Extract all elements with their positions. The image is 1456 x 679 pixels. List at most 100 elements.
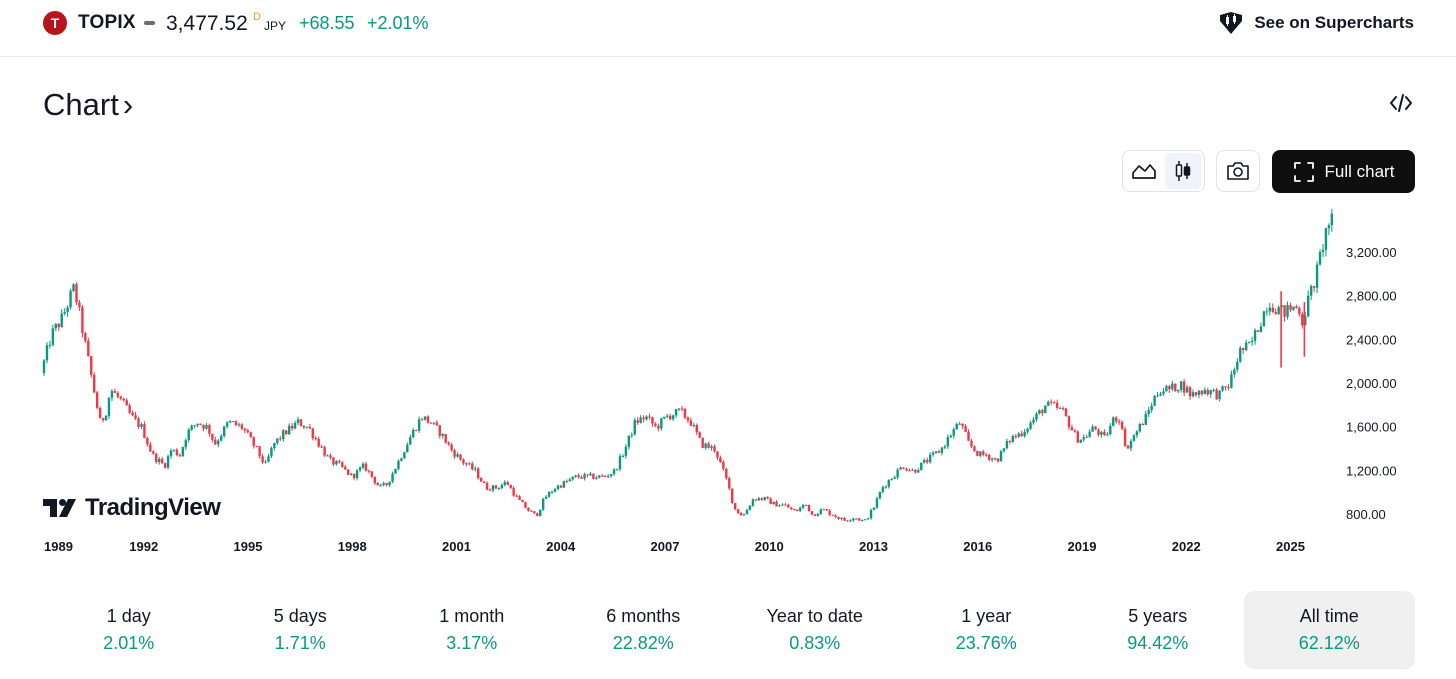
candle-body	[648, 416, 651, 418]
candle-body	[920, 462, 923, 471]
candle-body	[970, 440, 973, 447]
chart-type-toggle	[1122, 150, 1205, 192]
candles-chart-button[interactable]	[1164, 153, 1202, 189]
candle-body	[406, 444, 409, 453]
symbol-name[interactable]: TOPIX	[78, 12, 136, 33]
candle-body	[500, 484, 504, 489]
candle-body	[66, 307, 69, 312]
period-5-days[interactable]: 5 days 1.71%	[215, 591, 387, 669]
candle-body	[798, 507, 802, 511]
candle-body	[494, 485, 498, 489]
see-on-supercharts-link[interactable]: See on Supercharts	[1218, 11, 1414, 35]
candle-body	[69, 291, 72, 308]
candle-body	[462, 459, 465, 464]
candle-body	[1112, 417, 1115, 426]
candle-body	[544, 496, 548, 499]
candle-body	[515, 495, 518, 497]
candle-body	[302, 426, 306, 428]
candle-body	[314, 438, 317, 440]
period-all-time[interactable]: All time 62.12%	[1243, 591, 1415, 669]
candle-body	[60, 313, 63, 328]
candle-body	[453, 450, 456, 457]
period-1-year[interactable]: 1 year 23.76%	[901, 591, 1073, 669]
price-chart[interactable]: 800.00 1,200.00 1,600.00 2,000.00 2,400.00 2,…	[0, 200, 1456, 570]
area-chart-button[interactable]	[1125, 153, 1163, 189]
candle-body	[1144, 413, 1147, 425]
candle-body	[911, 469, 914, 471]
candle-body	[1312, 286, 1316, 288]
candle-body	[807, 504, 811, 512]
candle-body	[860, 519, 864, 521]
candle-body	[178, 455, 182, 457]
candle-body	[1327, 225, 1331, 229]
candle-body	[586, 474, 589, 476]
candle-body	[654, 423, 657, 426]
candle-body	[1032, 419, 1035, 423]
candle-body	[1253, 330, 1257, 342]
candle-body	[536, 513, 539, 516]
candle-body	[766, 497, 769, 499]
candle-body	[1298, 308, 1301, 315]
screenshot-button[interactable]	[1216, 150, 1260, 192]
period-value: 22.82%	[612, 633, 674, 653]
candle-body	[98, 407, 102, 419]
candle-body	[420, 419, 424, 421]
candle-body	[1126, 445, 1130, 449]
candle-body	[521, 499, 524, 503]
candle-body	[1017, 433, 1020, 437]
period-label: 5 days	[273, 606, 327, 626]
candle-body	[1123, 428, 1127, 446]
candle-body	[397, 460, 400, 469]
candle-body	[769, 498, 772, 505]
candle-body	[1174, 383, 1177, 392]
y-tick-label: 1,200.00	[1346, 463, 1397, 478]
period-label: 5 years	[1128, 606, 1188, 626]
candle-body	[332, 457, 335, 465]
period-1-day[interactable]: 1 day 2.01%	[43, 591, 215, 669]
candle-body	[541, 498, 545, 510]
candle-body	[296, 419, 300, 423]
period-year-to-date[interactable]: Year to date 0.83%	[729, 591, 901, 669]
embed-code-icon[interactable]	[1388, 90, 1414, 116]
candle-body	[615, 469, 619, 471]
tradingview-logo[interactable]: TradingView	[43, 494, 221, 522]
period-1-month[interactable]: 1 month 3.17%	[386, 591, 558, 669]
full-chart-button[interactable]: Full chart	[1272, 150, 1415, 193]
candle-body	[54, 324, 58, 329]
candle-body	[119, 396, 122, 399]
candle-body	[677, 408, 681, 410]
x-tick-label: 2022	[1172, 539, 1201, 554]
period-label: 1 year	[961, 606, 1012, 626]
candle-body	[149, 444, 152, 452]
candle-body	[1271, 307, 1274, 313]
candle-body	[1082, 437, 1085, 440]
candle-body	[261, 456, 264, 463]
x-tick-label: 2025	[1276, 539, 1305, 554]
candle-body	[816, 514, 820, 516]
candle-body	[887, 480, 890, 487]
candle-body	[645, 416, 648, 420]
candle-body	[704, 443, 707, 448]
candle-body	[1109, 425, 1112, 435]
candle-body	[456, 454, 459, 457]
candle-body	[1159, 393, 1162, 396]
chart-section-title[interactable]: Chart ›	[43, 87, 133, 123]
candle-body	[1129, 440, 1133, 449]
candle-body	[657, 425, 660, 429]
candle-body	[663, 416, 666, 419]
period-5-years[interactable]: 5 years 94.42%	[1072, 591, 1244, 669]
candle-body	[335, 461, 338, 465]
candle-body	[846, 520, 849, 522]
candle-body	[323, 447, 326, 456]
candle-body	[940, 447, 944, 453]
candle-body	[1203, 389, 1207, 395]
x-tick-label: 2004	[546, 539, 576, 554]
candle-body	[1150, 405, 1153, 411]
candle-body	[1141, 423, 1144, 425]
candle-body	[255, 445, 258, 447]
candle-body	[914, 469, 917, 473]
candle-body	[609, 474, 613, 477]
candle-body	[184, 440, 187, 448]
candle-body	[1005, 441, 1009, 449]
period-6-months[interactable]: 6 months 22.82%	[558, 591, 730, 669]
